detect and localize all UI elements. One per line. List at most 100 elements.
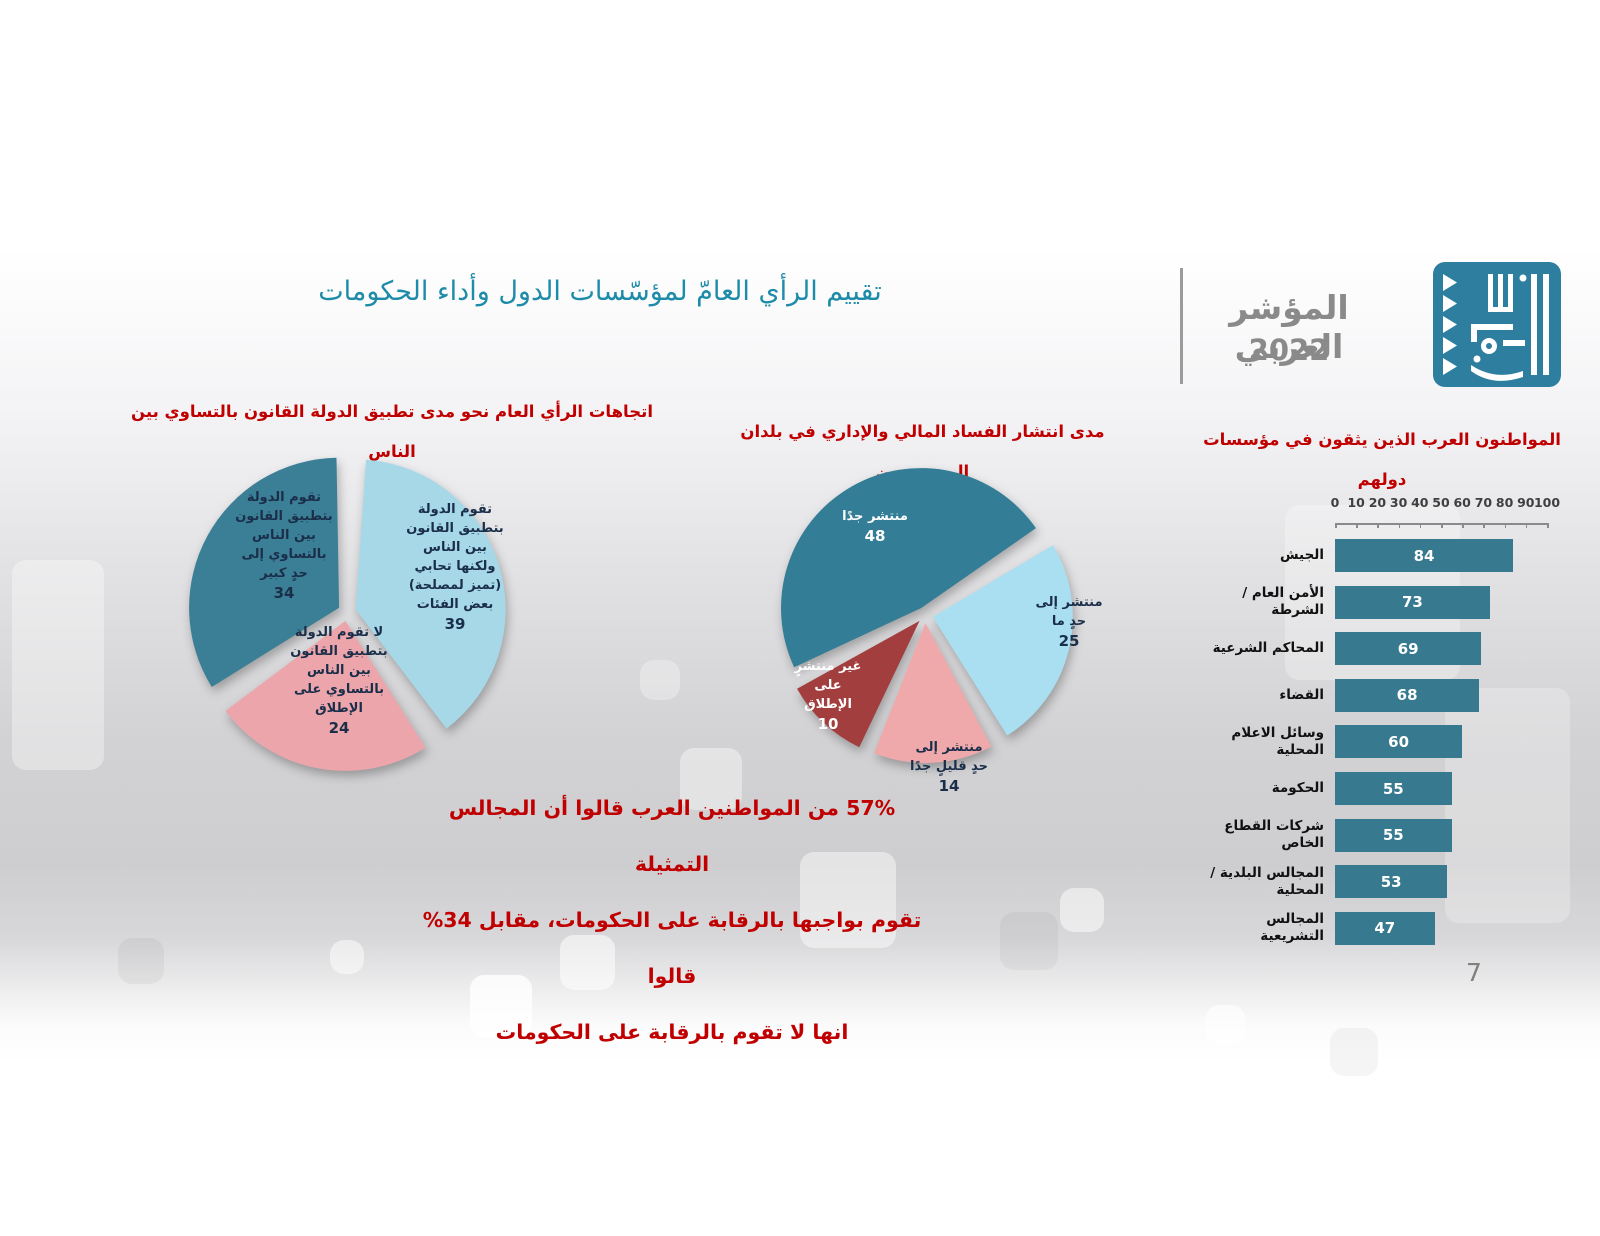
pie-slice-label-text: غير منتشرٍ على الإطلاق [794, 659, 862, 712]
x-axis-tick-label: 70 [1474, 495, 1493, 510]
x-axis-tick-mark [1335, 523, 1337, 528]
pie-slice [932, 545, 1073, 736]
x-axis-tick-label: 10 [1347, 495, 1365, 510]
x-axis-tick-mark [1462, 523, 1464, 528]
bar-value-label: 53 [1380, 872, 1402, 891]
pie-slice-value: 48 [864, 527, 886, 545]
bar-chart-title-line2: دولهم [1357, 470, 1407, 489]
bar: 55 [1335, 772, 1452, 805]
bar-category-label: شركات القطاع الخاص [1224, 818, 1324, 852]
x-axis-tick-mark [1504, 523, 1507, 528]
bar-value-label: 84 [1413, 546, 1435, 565]
x-axis-tick-mark [1525, 523, 1528, 528]
background-shape [1445, 688, 1570, 923]
bar-category-label: القضاء [1279, 686, 1324, 703]
bar-value-label: 73 [1401, 593, 1423, 612]
bar-chart-title: المواطنون العرب الذين يثقون في مؤسسات دو… [1202, 420, 1562, 500]
background-shape [118, 938, 164, 984]
pie-slice-value: 24 [328, 719, 350, 737]
x-axis-tick-mark [1377, 523, 1379, 528]
bar-value-label: 55 [1382, 779, 1404, 798]
background-shape [12, 560, 104, 770]
bar: 68 [1335, 678, 1480, 712]
x-axis-tick-mark [1419, 523, 1422, 528]
trust-bar-chart: 0 10 20 30 40 50 60 70 80 90 100 84 الجيش 73 الأمن الع… [1200, 493, 1570, 963]
x-axis-tick-label: 90 [1517, 495, 1535, 510]
pie-slice-label-text: لا تقوم الدولة بتطبيق القانون بين الناس … [290, 625, 388, 716]
x-axis-tick-label: 30 [1389, 495, 1408, 510]
pie-slice-label-text: منتشر إلى حدٍ ما [1035, 595, 1103, 629]
pie-slice [797, 620, 920, 748]
x-axis-line [1335, 523, 1547, 525]
bar-category-label: الجيش [1279, 547, 1324, 563]
bar-chart-title-line1: المواطنون العرب الذين يثقون في مؤسسات [1203, 430, 1561, 449]
pie-slice-value: 39 [444, 615, 466, 633]
bar: 73 [1335, 585, 1490, 619]
pie-svg [781, 468, 1073, 763]
x-axis-tick-mark [1483, 523, 1485, 528]
pie-slice [781, 468, 1036, 668]
x-axis-tick-mark [1398, 523, 1401, 528]
x-axis-tick-label: 0 [1330, 495, 1340, 510]
background-shape [1060, 888, 1104, 932]
background-shape [1000, 912, 1058, 970]
stat-note-line2: تقوم بواجبها بالرقابة على الحكومات، مقاب… [422, 908, 922, 988]
background-shape [470, 975, 532, 1037]
x-axis-tick-label: 50 [1432, 495, 1450, 510]
bar-category-label: المجالس البلدية /المحلية [1210, 864, 1324, 898]
pie-slice-label-text: منتشر جدًا [842, 509, 908, 524]
background-shape [330, 940, 364, 974]
bar: 60 [1335, 725, 1463, 759]
x-axis-tick-label: 60 [1453, 495, 1471, 510]
bar: 53 [1335, 865, 1448, 899]
pie-slice-label: منتشر إلى حدٍ ما 25 [1017, 593, 1121, 652]
law-pie-title: اتجاهات الرأي العام نحو مدى تطبيق الدولة… [131, 402, 653, 461]
bar: 47 [1335, 911, 1435, 945]
bar-category-label: وسائل الاعلام المحلية [1231, 724, 1324, 758]
pie-slice-label: منتشر جدًا 48 [825, 507, 925, 547]
bar-category-label: المحاكم الشرعية [1212, 640, 1324, 657]
stat-note-line1: 57% من المواطنين العرب قالوا أن المجالس … [448, 796, 896, 876]
pie-slice-label: تقوم الدولة بتطبيق القانون بين الناس ولك… [385, 500, 525, 635]
stat-note: 57% من المواطنين العرب قالوا أن المجالس … [412, 780, 932, 1060]
bar-category-label: المجالس التشريعية [1260, 911, 1324, 945]
pie-slice [874, 622, 992, 763]
pie-slice-label: تقوم الدولة بتطبيق القانون بين الناس بال… [219, 488, 349, 604]
background-shape [560, 935, 615, 990]
bar-value-label: 69 [1397, 639, 1419, 658]
bar: 69 [1335, 632, 1482, 666]
pie-slice-label: منتشر إلى حدٍ قليلٍ جدًا 14 [891, 738, 1007, 797]
corruption-pie-chart: منتشر جدًا 48 منتشر إلى حدٍ ما 25 منتشر إلى … [765, 455, 1125, 795]
x-axis-tick-label: 20 [1368, 495, 1387, 510]
pie-slice-label: لا تقوم الدولة بتطبيق القانون بين الناس … [273, 623, 405, 739]
pie-slice [225, 620, 426, 771]
x-axis-tick-mark [1356, 523, 1358, 528]
header-divider [1180, 268, 1183, 384]
pie-slice-label-text: تقوم الدولة بتطبيق القانون بين الناس بال… [235, 490, 333, 581]
page-number: 7 [1466, 958, 1482, 987]
stat-note-line3: انها لا تقوم بالرقابة على الحكومات [495, 1020, 849, 1044]
bar-value-label: 47 [1374, 919, 1396, 938]
pie-slice [355, 459, 506, 729]
bar-value-label: 55 [1382, 826, 1404, 845]
pie-slice-value: 14 [938, 777, 960, 795]
pie-slice [189, 457, 340, 687]
pie-slice-value: 10 [817, 715, 839, 733]
bar-category-label: الحكومة [1271, 780, 1324, 796]
background-shape [800, 852, 896, 948]
background-shape [680, 748, 742, 810]
arab-center-logo-icon [1433, 262, 1561, 391]
pie-slice-value: 34 [273, 584, 295, 602]
x-axis-tick-mark [1547, 523, 1549, 528]
x-axis-tick-label: 80 [1495, 495, 1514, 510]
law-equality-pie-chart: تقوم الدولة بتطبيق القانون بين الناس بال… [157, 440, 537, 790]
pie-slice-value: 25 [1058, 632, 1080, 650]
bar: 84 [1335, 539, 1514, 572]
bar-value-label: 60 [1388, 732, 1410, 751]
x-axis-tick-mark [1441, 523, 1443, 528]
main-title: تقييم الرأي العامّ لمؤسّسات الدول وأداء … [318, 276, 882, 307]
brand-title: المؤشر العربي [1229, 288, 1349, 366]
background-shape [640, 660, 680, 700]
background-shape [1205, 1005, 1245, 1045]
